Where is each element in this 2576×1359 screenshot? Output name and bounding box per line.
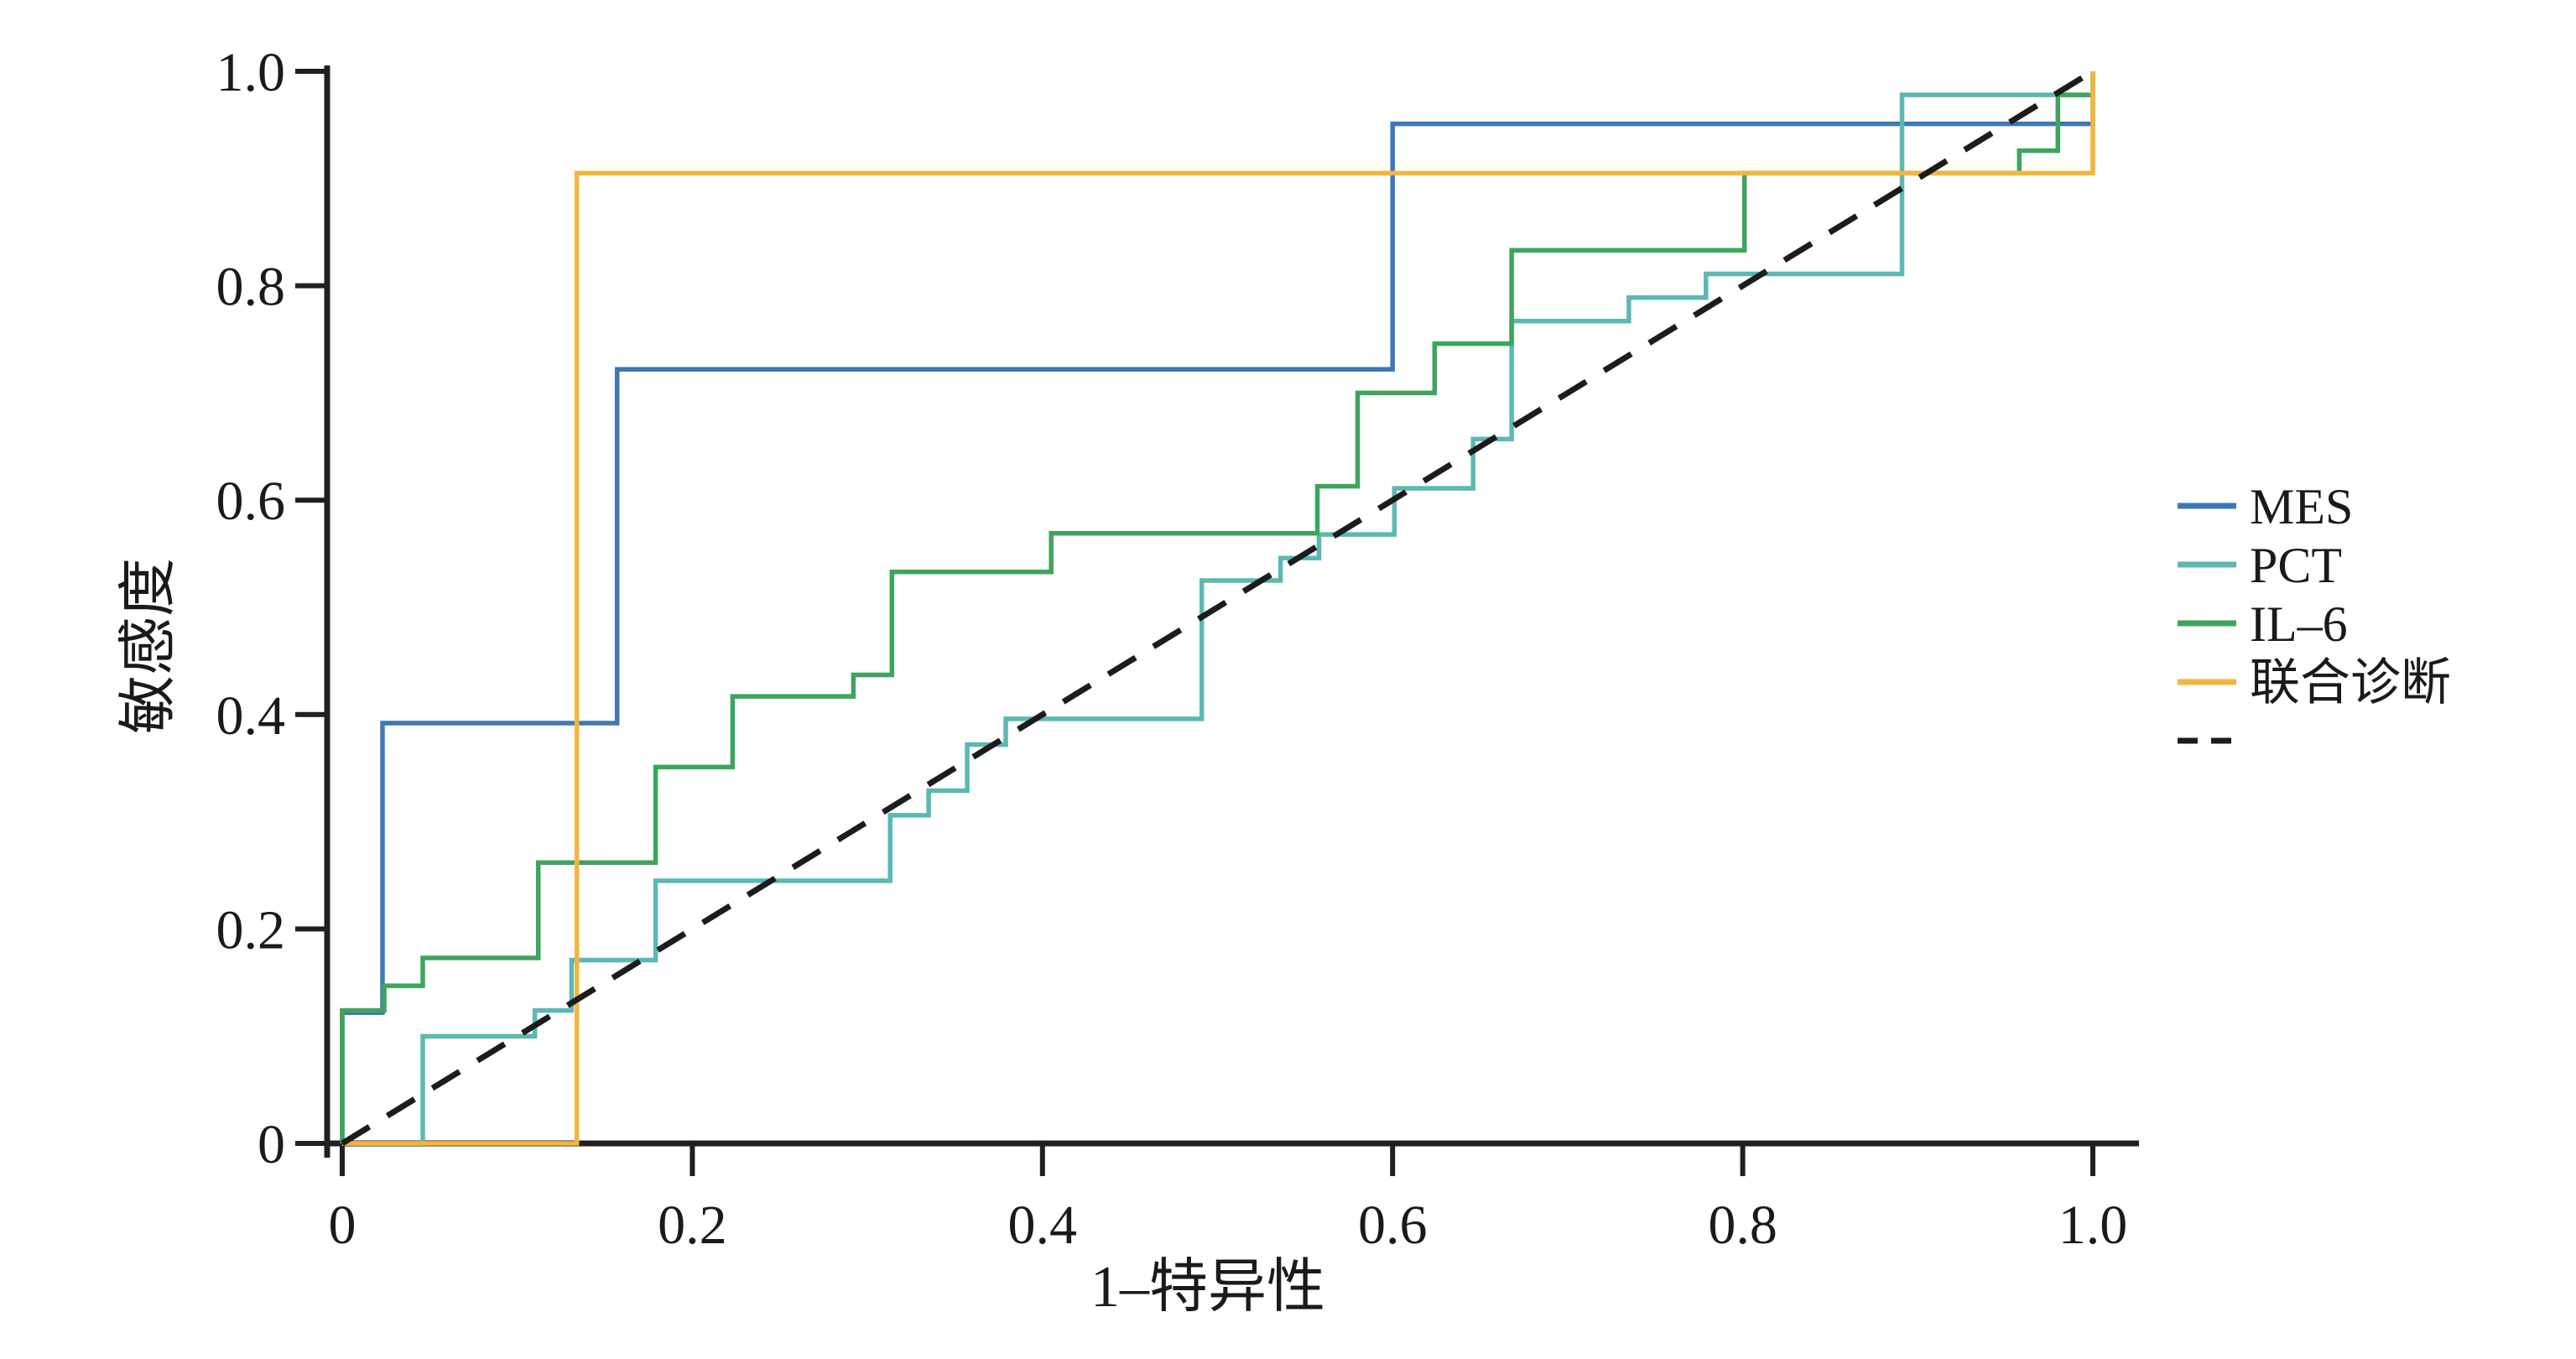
x-tick-label-0.2: 0.2 [658, 1195, 727, 1256]
x-tick-label-0: 0 [329, 1195, 356, 1256]
y-tick-label-0.2: 0.2 [216, 899, 286, 961]
x-tick-label-1.0: 1.0 [2058, 1195, 2128, 1256]
y-tick-label-0.6: 0.6 [216, 471, 286, 532]
x-axis-title: 1–特异性 [1090, 1255, 1325, 1320]
legend-label-联合诊断: 联合诊断 [2250, 655, 2451, 711]
x-tick-label-0.6: 0.6 [1358, 1195, 1428, 1256]
y-tick-label-1.0: 1.0 [216, 42, 286, 103]
legend-label-PCT: PCT [2250, 538, 2342, 593]
series-PCT-line [342, 71, 2095, 1146]
x-tick-label-0.8: 0.8 [1708, 1195, 1777, 1256]
legend-label-MES: MES [2250, 479, 2353, 534]
legend-label-IL–6: IL–6 [2250, 596, 2348, 652]
y-tick-label-0.4: 0.4 [216, 685, 286, 747]
series-联合诊断-line [342, 71, 2095, 1146]
x-tick-label-0.4: 0.4 [1008, 1195, 1078, 1256]
y-tick-label-0.8: 0.8 [216, 257, 286, 318]
y-axis-title: 敏感度 [117, 558, 181, 734]
y-tick-label-0: 0 [258, 1114, 285, 1175]
series-reference-line [341, 69, 2095, 1146]
